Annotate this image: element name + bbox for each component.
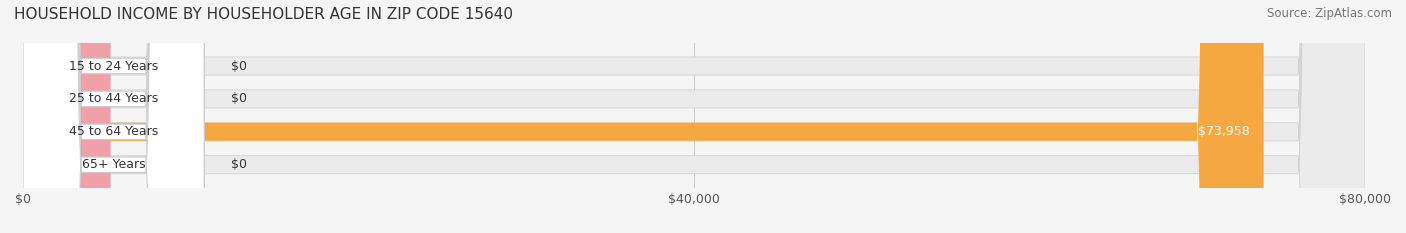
FancyBboxPatch shape [22,0,110,233]
FancyBboxPatch shape [22,0,1365,233]
FancyBboxPatch shape [22,0,1365,233]
FancyBboxPatch shape [22,0,1365,233]
Text: 15 to 24 Years: 15 to 24 Years [69,59,159,72]
FancyBboxPatch shape [22,0,110,233]
Text: Source: ZipAtlas.com: Source: ZipAtlas.com [1267,7,1392,20]
FancyBboxPatch shape [22,0,204,233]
FancyBboxPatch shape [22,0,1264,233]
FancyBboxPatch shape [22,0,204,233]
Text: $0: $0 [231,158,247,171]
Text: 45 to 64 Years: 45 to 64 Years [69,125,159,138]
Text: 25 to 44 Years: 25 to 44 Years [69,93,159,105]
Text: $73,958: $73,958 [1198,125,1250,138]
FancyBboxPatch shape [22,0,204,233]
Text: $0: $0 [231,59,247,72]
Text: HOUSEHOLD INCOME BY HOUSEHOLDER AGE IN ZIP CODE 15640: HOUSEHOLD INCOME BY HOUSEHOLDER AGE IN Z… [14,7,513,22]
Text: $0: $0 [231,93,247,105]
FancyBboxPatch shape [22,0,110,233]
Text: 65+ Years: 65+ Years [82,158,145,171]
FancyBboxPatch shape [22,0,1365,233]
FancyBboxPatch shape [22,0,204,233]
